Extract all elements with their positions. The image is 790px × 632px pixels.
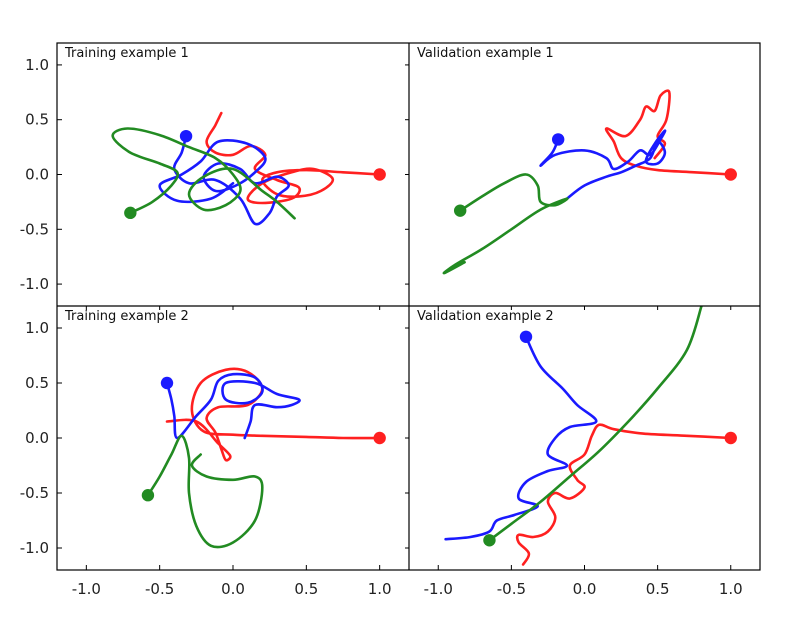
red-trajectory-line <box>515 423 733 566</box>
x-tick-label: 0.0 <box>573 580 597 598</box>
x-tick-label: -1.0 <box>424 580 453 598</box>
y-tick-label: 1.0 <box>25 319 49 337</box>
panel-plot-area <box>141 367 386 549</box>
panel-4: Validation example 2 <box>417 306 737 566</box>
panel-title: Validation example 1 <box>417 46 554 61</box>
red-trajectory-line <box>604 89 733 176</box>
x-tick-label: 0.5 <box>646 580 670 598</box>
green-start-point <box>124 206 137 220</box>
red-start-point <box>373 168 386 181</box>
green-start-point <box>453 204 467 217</box>
x-tick-label: 1.0 <box>719 580 743 598</box>
y-tick-label: -0.5 <box>20 484 49 502</box>
blue-start-point <box>519 330 533 343</box>
x-tick-label: -0.5 <box>145 580 174 598</box>
green-trajectory-line <box>442 173 569 275</box>
blue-start-point <box>179 129 193 143</box>
panel-title: Training example 1 <box>64 46 189 61</box>
y-tick-label: 1.0 <box>25 56 49 74</box>
panels-layer: Training example 1 Validation example 1 Tr… <box>64 46 737 566</box>
green-start-point <box>141 489 155 502</box>
green-trajectory-line <box>488 306 703 542</box>
panel-2: Validation example 1 <box>417 46 737 275</box>
panel-title: Validation example 2 <box>417 309 554 324</box>
green-trajectory-line <box>111 127 296 220</box>
red-start-point <box>724 431 737 445</box>
panel-3: Training example 2 <box>64 309 386 549</box>
blue-trajectory-line <box>444 335 598 541</box>
red-start-point <box>373 431 386 445</box>
red-trajectory-line <box>205 111 381 205</box>
y-tick-label: 0.5 <box>25 111 49 129</box>
x-tick-label: 0.0 <box>221 580 245 598</box>
blue-start-point <box>160 376 174 390</box>
blue-start-point <box>551 133 565 146</box>
y-tick-label: 0.0 <box>25 429 49 447</box>
panel-title: Training example 2 <box>64 309 189 324</box>
y-tick-label: 0.0 <box>25 166 49 184</box>
panel-1: Training example 1 <box>64 46 386 226</box>
y-tick-label: -0.5 <box>20 220 49 238</box>
blue-trajectory-line <box>158 134 290 226</box>
x-tick-label: 0.5 <box>294 580 318 598</box>
x-tick-label: 1.0 <box>368 580 392 598</box>
red-start-point <box>724 168 737 181</box>
y-tick-label: 0.5 <box>25 374 49 392</box>
panel-plot-area <box>111 111 386 226</box>
green-start-point <box>483 534 496 547</box>
y-tick-label: -1.0 <box>20 539 49 557</box>
axes-layer: 1.0 0.5 0.0 -0.5 -1.0 1.0 0.5 0.0 -0.5 -1.0 -1.0 -0… <box>20 42 761 598</box>
green-trajectory-line <box>146 434 264 549</box>
blue-trajectory-line <box>539 129 667 200</box>
x-tick-label: -0.5 <box>497 580 526 598</box>
y-tick-label: -1.0 <box>20 275 49 293</box>
panel-plot-area <box>442 89 737 275</box>
x-tick-label: -1.0 <box>72 580 101 598</box>
panel-plot-area <box>444 306 737 566</box>
